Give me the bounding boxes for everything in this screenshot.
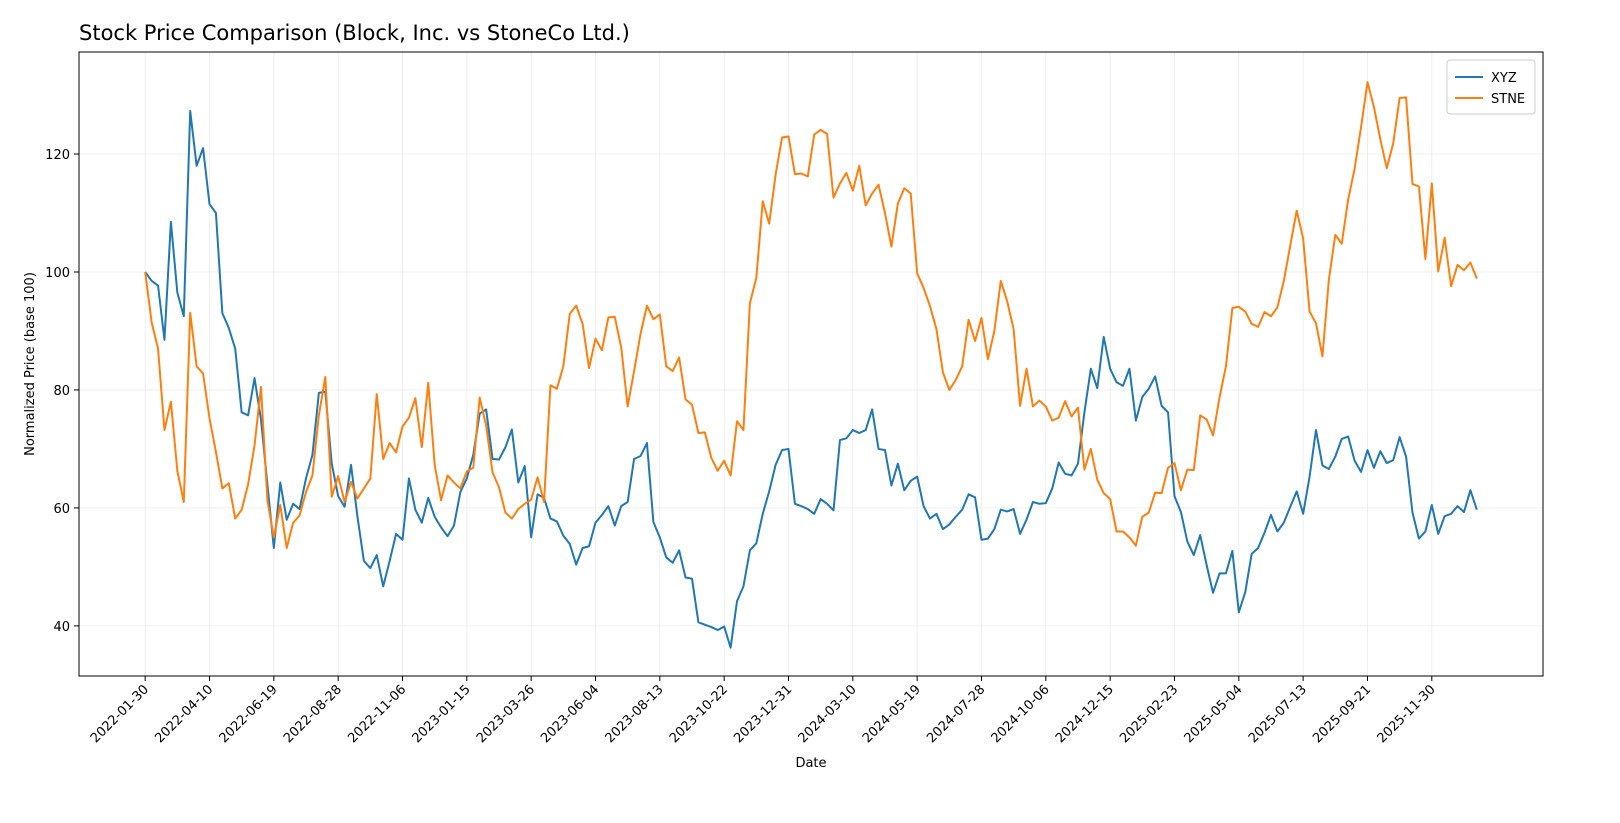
x-axis-label: Date <box>795 756 826 771</box>
series-line <box>144 109 1478 649</box>
chart-title: Stock Price Comparison (Block, Inc. vs S… <box>79 21 630 45</box>
legend-label: STNE <box>1491 92 1525 107</box>
legend: XYZ STNE <box>1446 59 1536 115</box>
plot-frame <box>78 51 1544 677</box>
y-axis-label: Normalized Price (base 100) <box>23 272 38 456</box>
legend-label: XYZ <box>1491 71 1517 86</box>
y-tick-label: 40 <box>53 620 70 635</box>
y-tick-label: 120 <box>45 148 70 163</box>
y-tick-label: 60 <box>53 502 70 517</box>
y-tick-label: 100 <box>45 266 70 281</box>
legend-box <box>1446 59 1536 115</box>
series-line <box>144 81 1478 550</box>
y-tick-label: 80 <box>53 384 70 399</box>
